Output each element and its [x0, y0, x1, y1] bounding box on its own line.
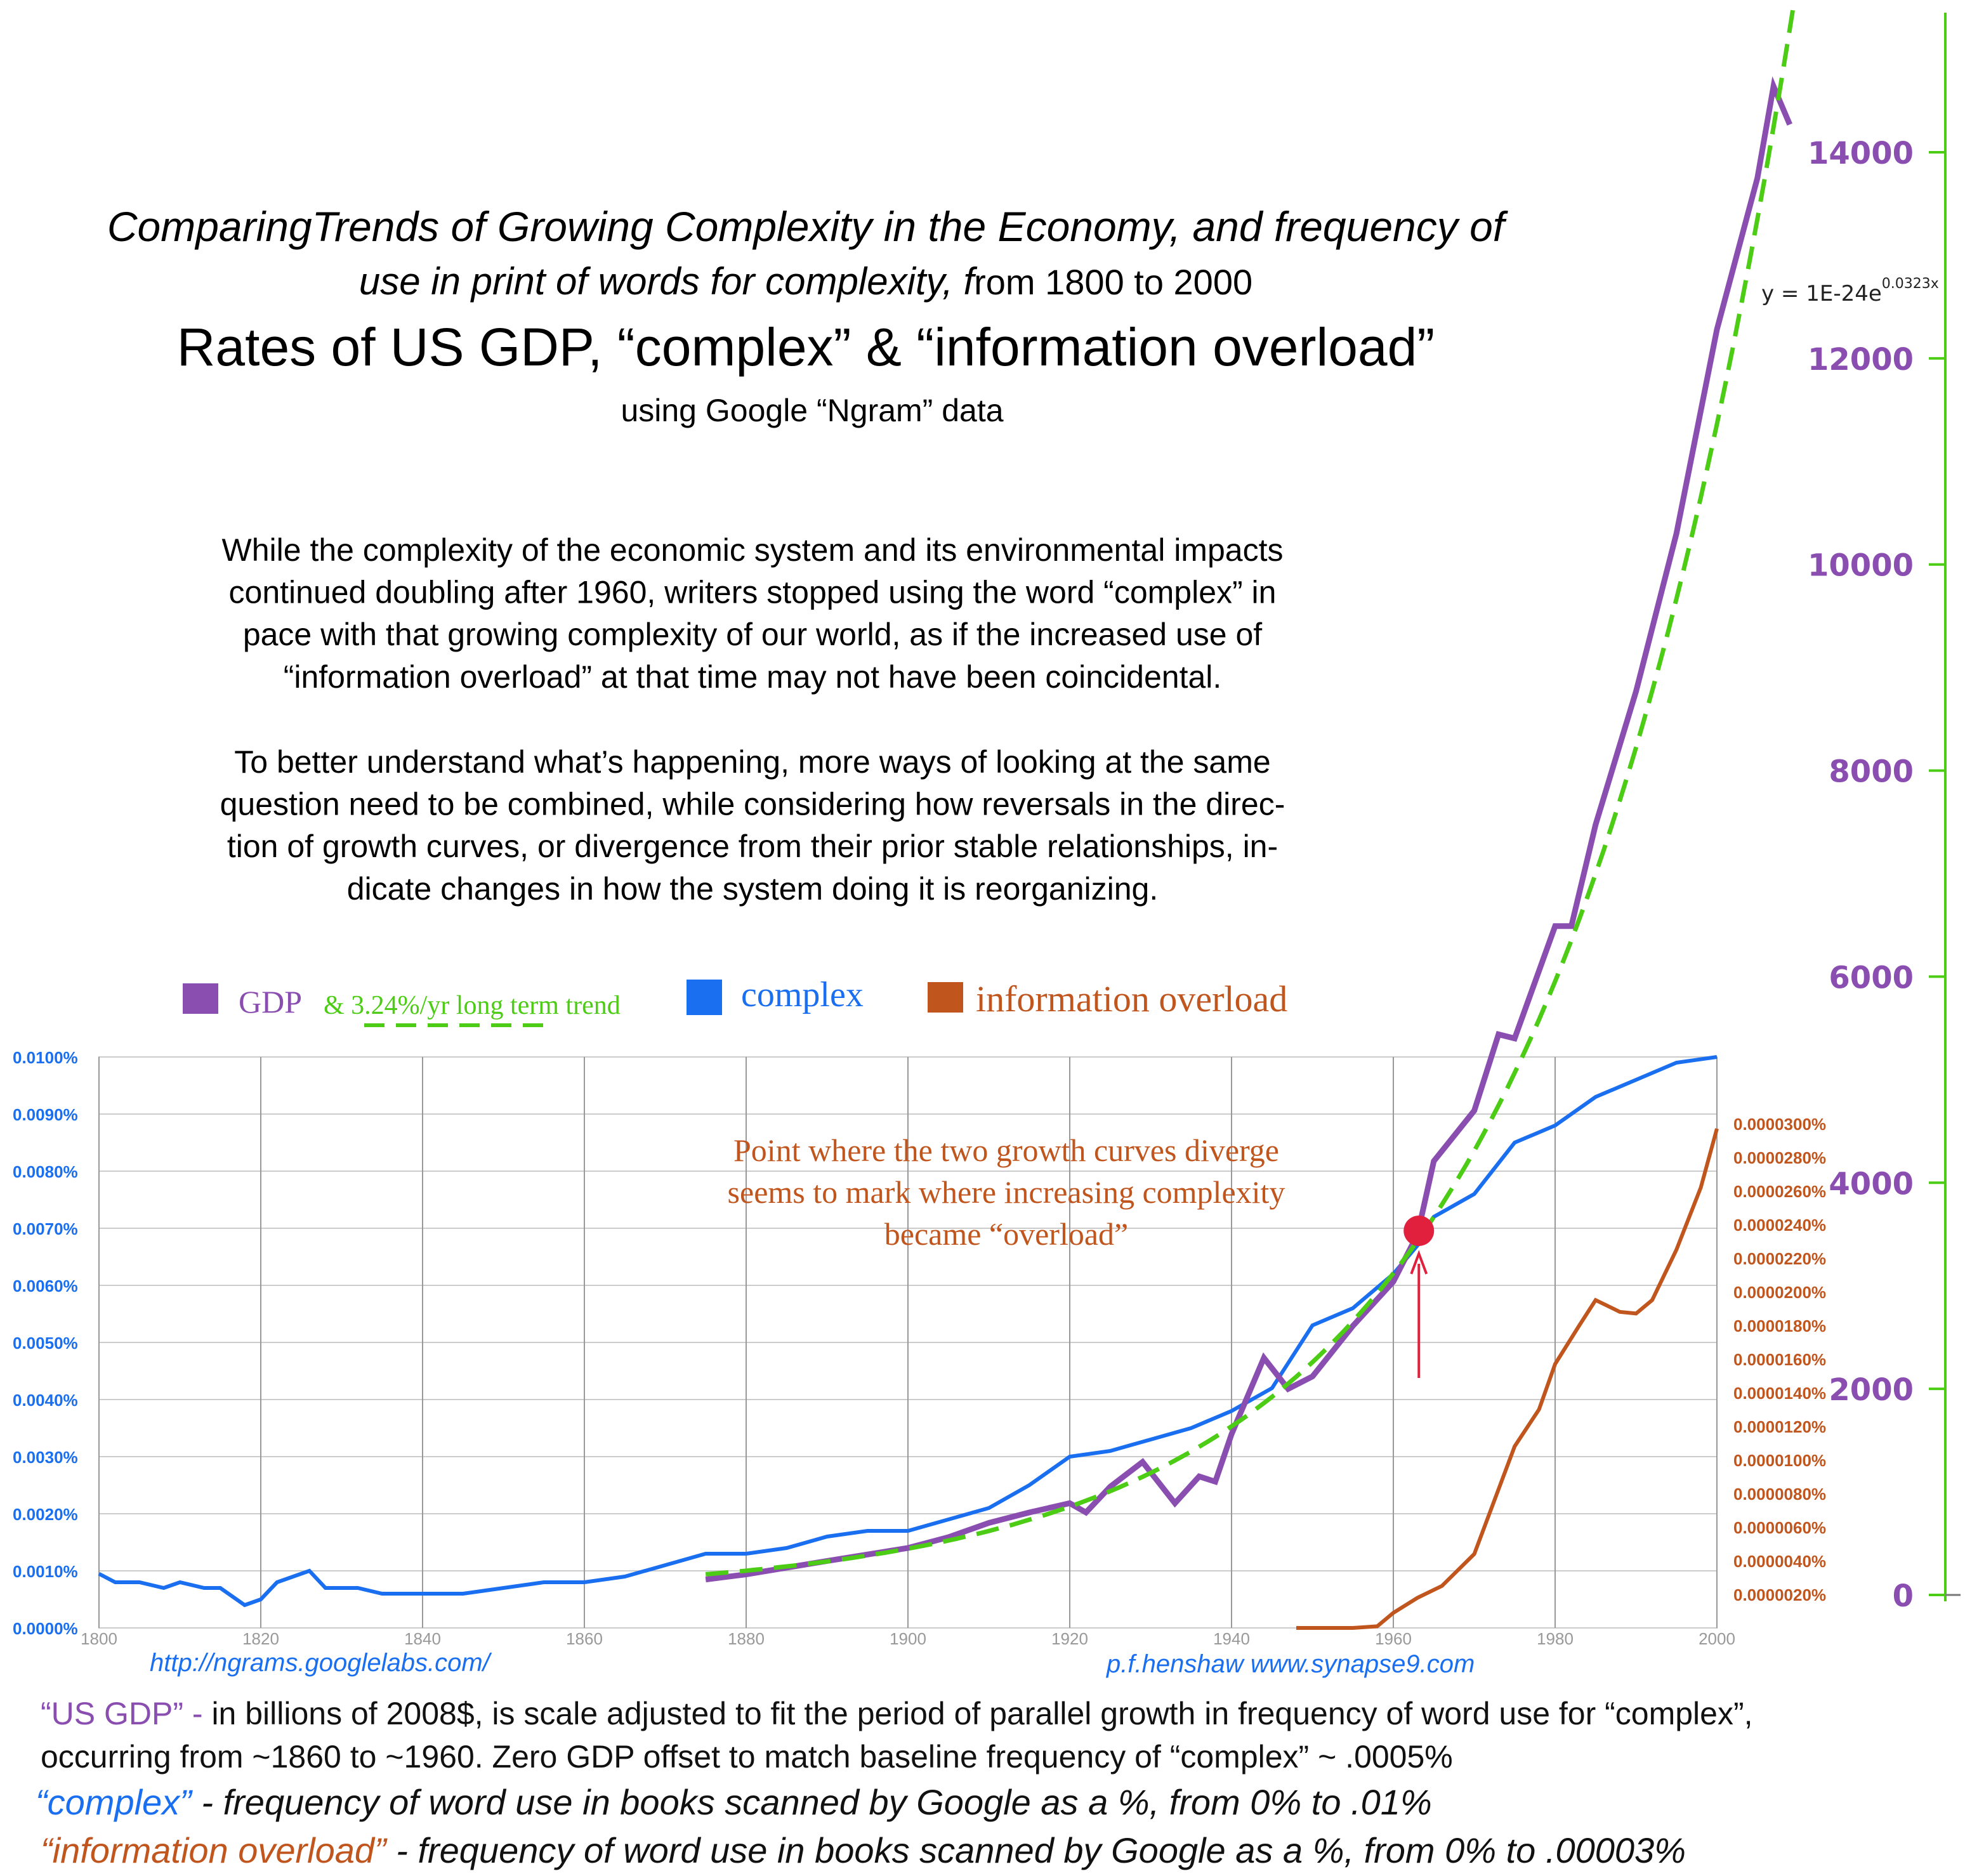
y-tick-label-overload: 0.0000220% — [1733, 1249, 1826, 1268]
y-tick-label-gdp: 14000 — [1808, 136, 1914, 171]
x-tick-label: 1860 — [566, 1629, 603, 1648]
y-tick-label-overload: 0.0000160% — [1733, 1350, 1826, 1369]
y-tick-label-overload: 0.0000120% — [1733, 1417, 1826, 1436]
credit-ngrams-link[interactable]: http://ngrams.googlelabs.com/ — [150, 1649, 492, 1677]
y-tick-label-overload: 0.0000300% — [1733, 1115, 1826, 1134]
y-tick-label-overload: 0.0000180% — [1733, 1316, 1826, 1335]
y-tick-label-complex: 0.0010% — [13, 1562, 78, 1581]
title-line-2: use in print of words for complexity, fr… — [359, 260, 1252, 303]
title-line-3: Rates of US GDP, “complex” & “informatio… — [177, 317, 1435, 377]
series-line-information-overload — [1296, 1128, 1719, 1630]
y-tick-label-gdp: 10000 — [1808, 548, 1914, 584]
footnote-gdp-1: “US GDP” - in billions of 2008$, is scal… — [41, 1696, 1753, 1731]
legend-swatch-gdp — [183, 983, 218, 1014]
description-line: continued doubling after 1960, writers s… — [229, 575, 1277, 610]
y-tick-label-gdp: 6000 — [1829, 960, 1914, 995]
x-tick-label: 2000 — [1699, 1629, 1735, 1648]
annotation-line-3: became “overload” — [884, 1216, 1128, 1252]
divergence-point-marker — [1403, 1216, 1435, 1246]
x-tick-label: 1840 — [404, 1629, 441, 1648]
y-tick-label-overload: 0.0000020% — [1733, 1585, 1826, 1604]
description-line: question need to be combined, while cons… — [220, 787, 1285, 822]
title-line-4: using Google “Ngram” data — [621, 393, 1003, 428]
description-line: tion of growth curves, or divergence fro… — [227, 829, 1278, 864]
y-tick-label-gdp: 2000 — [1829, 1372, 1914, 1408]
arrow-head-icon — [1410, 1250, 1428, 1275]
description-line: While the complexity of the economic sys… — [222, 532, 1284, 568]
x-tick-label: 1800 — [81, 1629, 117, 1648]
y-tick-label-gdp: 12000 — [1808, 342, 1914, 377]
title-block: ComparingTrends of Growing Complexity in… — [107, 203, 1509, 428]
y-tick-label-overload: 0.0000260% — [1733, 1182, 1826, 1201]
y-tick-label-overload: 0.0000200% — [1733, 1283, 1826, 1302]
legend-swatch-overload — [928, 982, 963, 1013]
y-tick-label-overload: 0.0000100% — [1733, 1451, 1826, 1470]
y-tick-label-complex: 0.0080% — [13, 1162, 78, 1181]
description-line: To better understand what’s happening, m… — [234, 744, 1270, 780]
legend-label-complex: complex — [741, 975, 864, 1014]
y-tick-label-overload: 0.0000060% — [1733, 1518, 1826, 1537]
y-tick-label-complex: 0.0000% — [13, 1619, 78, 1638]
axes: 0.0000% 0.0010% 0.0020% 0.0030% 0.0040% 0.005… — [13, 13, 1961, 1648]
x-tick-label: 1940 — [1213, 1629, 1250, 1648]
description-line: pace with that growing complexity of our… — [243, 617, 1262, 652]
credit-author[interactable]: p.f.henshaw www.synapse9.com — [1106, 1650, 1475, 1678]
legend-label-trend: & 3.24%/yr long term trend — [324, 991, 621, 1020]
plot-grid — [98, 1056, 1718, 1629]
legend-swatch-complex — [687, 980, 722, 1015]
series-line-gdp — [705, 76, 1792, 1583]
title-line-1: ComparingTrends of Growing Complexity in… — [107, 203, 1509, 250]
y-tick-label-complex: 0.0100% — [13, 1048, 78, 1067]
y-tick-label-overload: 0.0000040% — [1733, 1552, 1826, 1571]
divergence-annotation: Point where the two growth curves diverg… — [728, 1132, 1285, 1252]
x-tick-label: 1960 — [1375, 1629, 1412, 1648]
description-line: “information overload” at that time may … — [284, 659, 1222, 695]
y-tick-label-complex: 0.0050% — [13, 1334, 78, 1353]
footnote-gdp-2: occurring from ~1860 to ~1960. Zero GDP … — [41, 1739, 1453, 1774]
x-tick-label: 1920 — [1051, 1629, 1088, 1648]
legend-label-gdp: GDP — [239, 984, 302, 1020]
description: While the complexity of the economic sys… — [220, 532, 1285, 907]
x-tick-label: 1980 — [1537, 1629, 1574, 1648]
y-tick-label-complex: 0.0090% — [13, 1105, 78, 1124]
y-tick-label-gdp: 8000 — [1829, 754, 1914, 790]
y-tick-label-complex: 0.0070% — [13, 1219, 78, 1238]
x-tick-label: 1820 — [242, 1629, 279, 1648]
x-tick-label: 1900 — [890, 1629, 926, 1648]
series-line-gdp-trend — [705, 0, 1797, 1577]
y-tick-label-gdp: 4000 — [1829, 1166, 1914, 1202]
trend-equation: y = 1E-24e0.0323x — [1761, 276, 1939, 306]
y-tick-label-overload: 0.0000280% — [1733, 1148, 1826, 1167]
y-tick-label-overload: 0.0000080% — [1733, 1485, 1826, 1504]
y-tick-label-complex: 0.0020% — [13, 1505, 78, 1524]
annotation-line-1: Point where the two growth curves diverg… — [733, 1132, 1279, 1168]
annotation-line-2: seems to mark where increasing complexit… — [728, 1174, 1285, 1210]
y-tick-label-complex: 0.0030% — [13, 1448, 78, 1467]
y-tick-label-overload: 0.0000140% — [1733, 1384, 1826, 1403]
footnote-complex: “complex” - frequency of word use in boo… — [36, 1782, 1432, 1822]
x-tick-label: 1880 — [728, 1629, 765, 1648]
footnotes: “US GDP” - in billions of 2008$, is scal… — [36, 1696, 1753, 1870]
series — [98, 0, 1797, 1630]
y-tick-label-gdp: 0 — [1893, 1578, 1914, 1614]
legend-label-overload: information overload — [976, 978, 1287, 1020]
y-tick-label-complex: 0.0060% — [13, 1276, 78, 1295]
y-tick-label-complex: 0.0040% — [13, 1391, 78, 1410]
legend: GDP & 3.24%/yr long term trend complex i… — [183, 975, 1287, 1027]
footnote-overload: “information overload” - frequency of wo… — [41, 1830, 1686, 1870]
y-tick-label-overload: 0.0000240% — [1733, 1216, 1826, 1235]
description-line: dicate changes in how the system doing i… — [347, 871, 1159, 907]
